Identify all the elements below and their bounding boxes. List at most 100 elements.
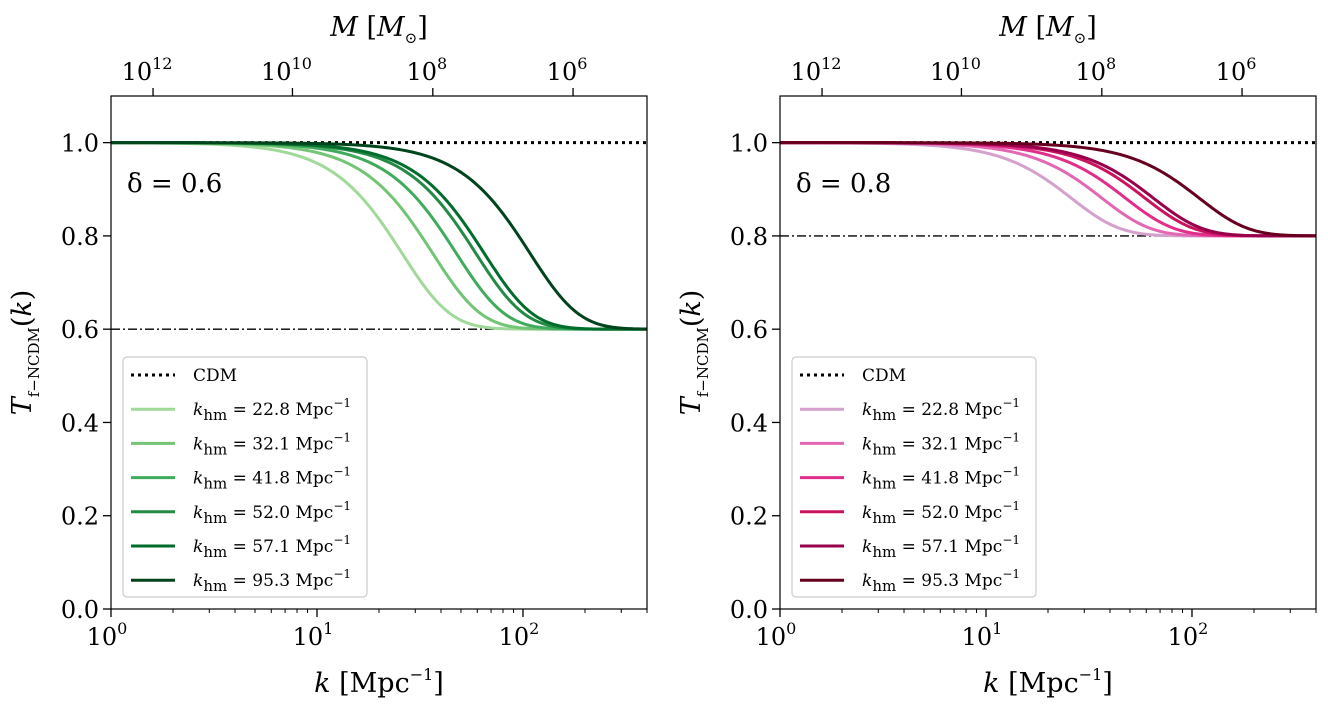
x-label-unit: [Mpc [331, 668, 410, 699]
legend-label-sub: hm [203, 577, 227, 595]
x-tick-label-1: 101 [293, 619, 334, 651]
top-label-open: [ [358, 12, 377, 43]
top-tick-mantissa: 10 [122, 58, 153, 86]
top-tick-mantissa: 10 [261, 58, 292, 86]
x-tick-label-0: 100 [756, 619, 797, 651]
legend-label-exp: −1 [333, 499, 351, 513]
top-tick-mantissa: 10 [1075, 58, 1106, 86]
legend-label-exp: −1 [1002, 533, 1020, 547]
y-tick-label-4: 0.8 [61, 223, 99, 251]
top-tick-label-3: 106 [547, 54, 588, 86]
y-axis-label: Tf−NCDM(k) [676, 290, 712, 416]
legend-label-var: k [193, 571, 203, 591]
x-tick-exponent: 1 [992, 619, 1002, 638]
legend-label-sub: hm [203, 475, 227, 493]
top-tick-label-1: 1010 [261, 54, 312, 86]
x-tick-exponent: 2 [1198, 619, 1208, 638]
top-label-open: [ [1027, 12, 1046, 43]
y-tick-label-2: 0.4 [730, 409, 768, 437]
legend-label-var: k [193, 434, 203, 454]
legend-label-var: k [862, 400, 872, 420]
legend-label-exp: −1 [333, 396, 351, 410]
legend-box [122, 356, 368, 598]
legend-label-6: khm = 95.3 Mpc−1 [193, 567, 351, 595]
legend-label-var: k [193, 503, 203, 523]
legend-label-exp: −1 [333, 430, 351, 444]
legend-label-6: khm = 95.3 Mpc−1 [862, 567, 1020, 595]
x-label-var: k [314, 668, 330, 699]
y-tick-label-5: 1.0 [730, 130, 768, 158]
legend-label-exp: −1 [1002, 430, 1020, 444]
top-tick-mantissa: 10 [930, 58, 961, 86]
legend-label-value: = 32.1 Mpc [896, 434, 1002, 454]
legend-label-var: k [862, 537, 872, 557]
legend-label-sub: hm [872, 475, 896, 493]
x-tick-mantissa: 10 [756, 623, 787, 651]
x-label-unit: [Mpc [1000, 668, 1079, 699]
y-tick-label-0: 0.0 [730, 596, 768, 624]
legend-label-exp: −1 [1002, 396, 1020, 410]
legend-label-2: khm = 32.1 Mpc−1 [862, 430, 1020, 458]
legend-label-sub: hm [872, 577, 896, 595]
y-tick-label-1: 0.2 [61, 503, 99, 531]
delta-annotation: δ = 0.8 [796, 169, 891, 199]
legend-label-var: k [193, 469, 203, 489]
legend-label-var: k [193, 400, 203, 420]
top-label-unit: M [1045, 12, 1075, 43]
top-label-sun: ⊙ [1074, 29, 1087, 47]
top-label-close: ] [1086, 12, 1097, 43]
legend-label-sub: hm [872, 440, 896, 458]
x-label-exp: −1 [410, 665, 434, 684]
top-tick-label-3: 106 [1216, 54, 1257, 86]
legend-label-3: khm = 41.8 Mpc−1 [193, 465, 351, 493]
y-tick-label-3: 0.6 [730, 316, 768, 344]
top-tick-exponent: 12 [821, 54, 841, 73]
legend-label-value: = 52.0 Mpc [227, 503, 333, 523]
x-axis-label: k [Mpc−1] [983, 665, 1113, 699]
top-tick-exponent: 12 [152, 54, 172, 73]
y-label-var: T [7, 395, 38, 415]
series-line-6 [780, 141, 1316, 238]
legend-label-value: = 22.8 Mpc [227, 400, 333, 420]
legend-label-value: = 95.3 Mpc [896, 571, 1002, 591]
legend-label-4: khm = 52.0 Mpc−1 [193, 499, 351, 527]
y-label-sub: f−NCDM [694, 327, 712, 397]
legend-label-var: k [862, 434, 872, 454]
y-label-var: T [676, 395, 707, 415]
legend-label-sub: hm [872, 509, 896, 527]
top-axis-label: M [M⊙] [329, 12, 428, 47]
top-tick-label-2: 108 [406, 54, 447, 86]
x-label-exp: −1 [1079, 665, 1103, 684]
y-axis-label: Tf−NCDM(k) [7, 290, 43, 416]
x-tick-mantissa: 10 [1168, 623, 1199, 651]
x-tick-label-1: 101 [962, 619, 1003, 651]
x-axis-label: k [Mpc−1] [314, 665, 444, 699]
legend-label-value: = 41.8 Mpc [227, 469, 333, 489]
x-label-close: ] [1102, 668, 1113, 699]
top-label-var: M [998, 12, 1028, 43]
legend-label-exp: −1 [1002, 567, 1020, 581]
legend-label-sub: hm [872, 543, 896, 561]
legend-label-sub: hm [203, 440, 227, 458]
top-tick-exponent: 10 [961, 54, 981, 73]
x-tick-label-2: 102 [499, 619, 540, 651]
top-tick-label-0: 1012 [122, 54, 173, 86]
x-tick-exponent: 2 [529, 619, 539, 638]
top-tick-exponent: 10 [292, 54, 312, 73]
series-group [780, 141, 1316, 238]
legend-label-value: = 32.1 Mpc [227, 434, 333, 454]
legend-label-2: khm = 32.1 Mpc−1 [193, 430, 351, 458]
legend-label-1: khm = 22.8 Mpc−1 [862, 396, 1020, 424]
y-label-open: ( [7, 317, 38, 328]
top-label-unit: M [376, 12, 406, 43]
legend-label-exp: −1 [333, 567, 351, 581]
x-tick-mantissa: 10 [962, 623, 993, 651]
legend-label-sub: hm [203, 543, 227, 561]
legend-label-exp: −1 [333, 533, 351, 547]
y-label-close: ) [676, 290, 707, 301]
legend-label-5: khm = 57.1 Mpc−1 [862, 533, 1020, 561]
top-tick-exponent: 8 [437, 54, 447, 73]
legend-label-value: = 57.1 Mpc [896, 537, 1002, 557]
